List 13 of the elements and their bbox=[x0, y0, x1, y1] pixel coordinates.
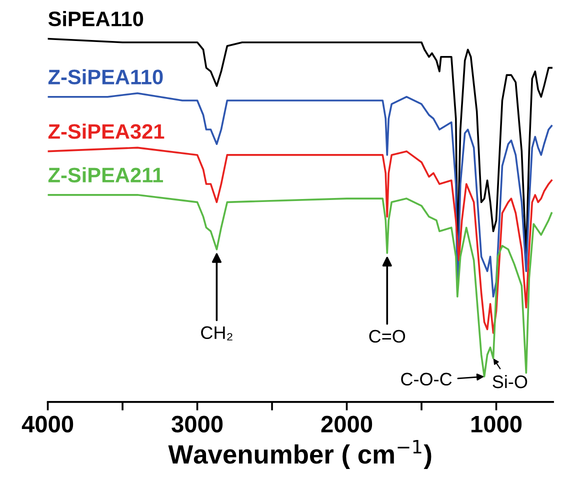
x-axis-title: Wavenumber ( cm$^{−1}$) bbox=[168, 440, 432, 469]
x-tick-label: 2000 bbox=[321, 416, 372, 432]
x-tick-label: 4000 bbox=[22, 416, 74, 432]
x-tick-label: 3000 bbox=[172, 416, 223, 433]
annotation: C-O-C bbox=[401, 372, 452, 386]
annotation: Si-O bbox=[492, 374, 528, 388]
annotation: CH₂ bbox=[201, 326, 232, 340]
annotation: C=O bbox=[369, 330, 406, 343]
series-label: Z-SiPEA321 bbox=[48, 124, 164, 139]
series-label: Z-SiPEA110 bbox=[48, 69, 163, 84]
series-label: Z-SiPEA211 bbox=[48, 167, 164, 182]
series-label: SiPEA110 bbox=[48, 10, 144, 26]
x-tick-label: 1000 bbox=[471, 416, 522, 432]
